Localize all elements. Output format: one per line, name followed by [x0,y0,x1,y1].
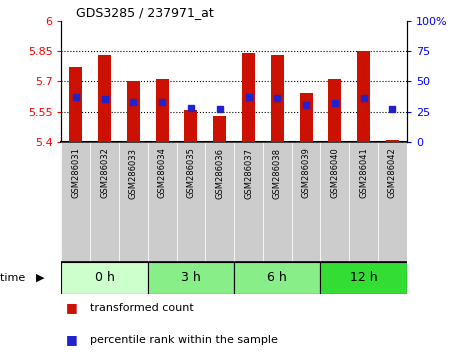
Bar [357,51,370,142]
Bar [119,142,148,262]
Bar [320,262,407,294]
Text: GSM286034: GSM286034 [158,148,166,199]
Text: ■: ■ [66,333,78,346]
Text: time: time [0,273,29,283]
Bar [90,142,119,262]
Bar [328,79,342,142]
Bar [263,142,292,262]
Bar [292,142,320,262]
Bar [61,142,90,262]
Text: GSM286032: GSM286032 [100,148,109,199]
Text: GSM286036: GSM286036 [215,148,224,199]
Text: ▶: ▶ [35,273,44,283]
Text: GSM286042: GSM286042 [388,148,397,198]
Text: 6 h: 6 h [267,272,287,284]
Bar [127,81,140,142]
Bar [184,109,197,142]
Bar [299,93,313,142]
Text: GSM286035: GSM286035 [186,148,195,199]
Bar [205,142,234,262]
Text: 3 h: 3 h [181,272,201,284]
Text: GDS3285 / 237971_at: GDS3285 / 237971_at [76,6,213,19]
Text: GSM286033: GSM286033 [129,148,138,199]
Text: 0 h: 0 h [95,272,114,284]
Bar [271,55,284,142]
Text: GSM286038: GSM286038 [273,148,282,199]
Text: ■: ■ [66,302,78,314]
Bar [242,53,255,142]
Bar [148,262,234,294]
Bar [386,139,399,142]
Bar [156,79,169,142]
Text: 12 h: 12 h [350,272,377,284]
Bar [98,55,111,142]
Text: GSM286037: GSM286037 [244,148,253,199]
Bar [234,142,263,262]
Bar [213,115,226,142]
Text: GSM286040: GSM286040 [330,148,339,198]
Text: GSM286039: GSM286039 [302,148,311,199]
Bar [70,67,82,142]
Bar [349,142,378,262]
Bar [148,142,176,262]
Text: GSM286031: GSM286031 [71,148,80,199]
Bar [234,262,320,294]
Bar [176,142,205,262]
Text: percentile rank within the sample: percentile rank within the sample [90,335,278,345]
Bar [61,262,148,294]
Bar [378,142,407,262]
Text: GSM286041: GSM286041 [359,148,368,198]
Text: transformed count: transformed count [90,303,193,313]
Bar [320,142,349,262]
